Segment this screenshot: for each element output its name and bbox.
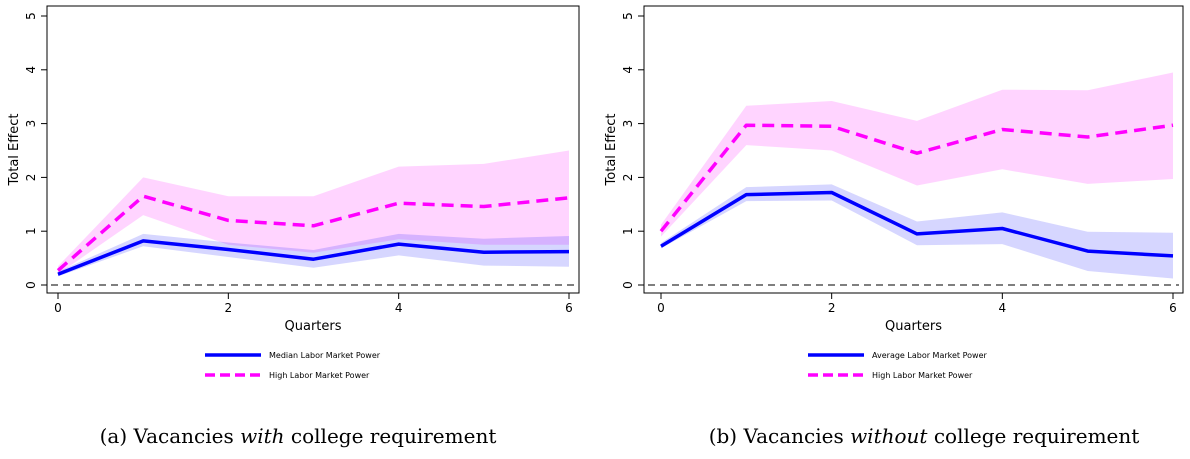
x-axis-title: Quarters	[885, 319, 942, 334]
y-tick-label: 5	[621, 12, 635, 20]
caption-a: (a) Vacancies with college requirement	[100, 424, 497, 448]
legend: Average Labor Market Power High Labor Mar…	[808, 351, 988, 380]
legend-label: High Labor Market Power	[269, 371, 370, 380]
y-tick-label: 0	[621, 281, 635, 289]
plot-frame	[46, 5, 580, 294]
chart-panel-b: 0 1 2 3 4 5 0 2 4 6 Quarters Total Effect Average La…	[604, 5, 1184, 448]
chart-panel-a: 0 1 2 3 4 5 0 2 4 6 Quarters Total Effect Median Lab…	[7, 5, 580, 448]
x-tick-label: 4	[395, 301, 403, 315]
x-tick-label: 2	[828, 301, 836, 315]
legend-label: Average Labor Market Power	[872, 351, 988, 360]
confidence-band-blue	[661, 184, 1173, 279]
x-tick-label: 6	[1169, 301, 1177, 315]
x-tick-label: 6	[565, 301, 573, 315]
x-tick-label: 2	[225, 301, 233, 315]
caption-b: (b) Vacancies without college requiremen…	[709, 424, 1140, 448]
y-tick-label: 2	[621, 174, 635, 182]
y-tick-label: 3	[24, 120, 38, 128]
series-line-blue	[660, 190, 1174, 258]
y-tick-label: 3	[621, 120, 635, 128]
series-line-blue	[57, 239, 570, 276]
y-axis-title: Total Effect	[7, 114, 22, 187]
x-tick-label: 0	[657, 301, 665, 315]
x-axis-title: Quarters	[285, 319, 342, 334]
legend-label: Median Labor Market Power	[269, 351, 381, 360]
y-tick-label: 4	[24, 66, 38, 74]
legend-label: High Labor Market Power	[872, 371, 973, 380]
confidence-band-magenta	[58, 150, 569, 275]
y-tick-label: 5	[24, 12, 38, 20]
y-tick-label: 1	[24, 227, 38, 235]
series-line-magenta	[56, 194, 570, 272]
y-tick-label: 4	[621, 66, 635, 74]
y-tick-label: 1	[621, 227, 635, 235]
y-tick-label: 2	[24, 174, 38, 182]
y-tick-label: 0	[24, 281, 38, 289]
y-axis-title: Total Effect	[604, 114, 619, 187]
series-line-magenta	[659, 123, 1174, 233]
legend: Median Labor Market Power High Labor Mark…	[205, 351, 381, 380]
plot-frame	[643, 5, 1184, 294]
x-tick-label: 4	[999, 301, 1007, 315]
x-tick-label: 0	[54, 301, 62, 315]
